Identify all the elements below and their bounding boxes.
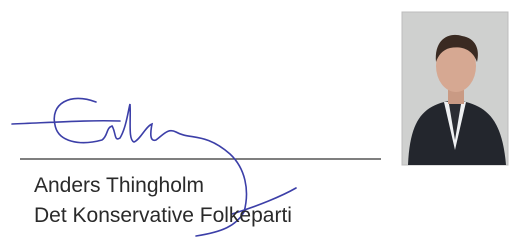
portrait-photo <box>402 12 508 165</box>
signature-block: Anders Thingholm Det Konservative Folkep… <box>0 0 520 240</box>
signatory-party: Det Konservative Folkeparti <box>34 204 292 228</box>
signatory-name: Anders Thingholm <box>34 174 204 198</box>
